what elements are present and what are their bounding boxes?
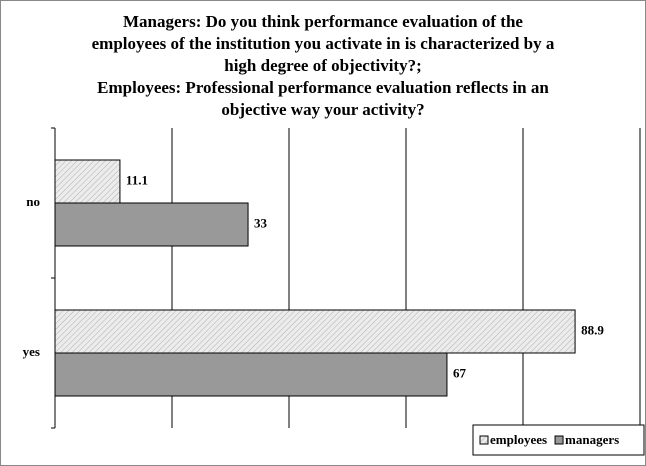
- bar: [54, 202, 249, 247]
- data-label: 11.1: [126, 172, 148, 187]
- data-label: 33: [254, 215, 267, 230]
- chart-title: employees of the institution you activat…: [92, 34, 555, 53]
- bar: [54, 309, 576, 354]
- data-label: 88.9: [581, 322, 604, 337]
- bar: [54, 159, 121, 204]
- y-tick-label: no: [26, 194, 40, 209]
- legend-swatch: [554, 435, 564, 445]
- y-tick-label: yes: [23, 344, 40, 359]
- data-label: 67: [453, 365, 467, 380]
- chart-title: Managers: Do you think performance evalu…: [123, 12, 523, 31]
- legend-swatch: [479, 435, 489, 445]
- legend-label: employees: [490, 432, 547, 447]
- bar: [54, 352, 448, 397]
- chart-title: Employees: Professional performance eval…: [97, 78, 549, 97]
- legend-label: managers: [565, 432, 619, 447]
- chart-title: high degree of objectivity?;: [224, 56, 422, 75]
- chart-title: objective way your activity?: [221, 100, 424, 119]
